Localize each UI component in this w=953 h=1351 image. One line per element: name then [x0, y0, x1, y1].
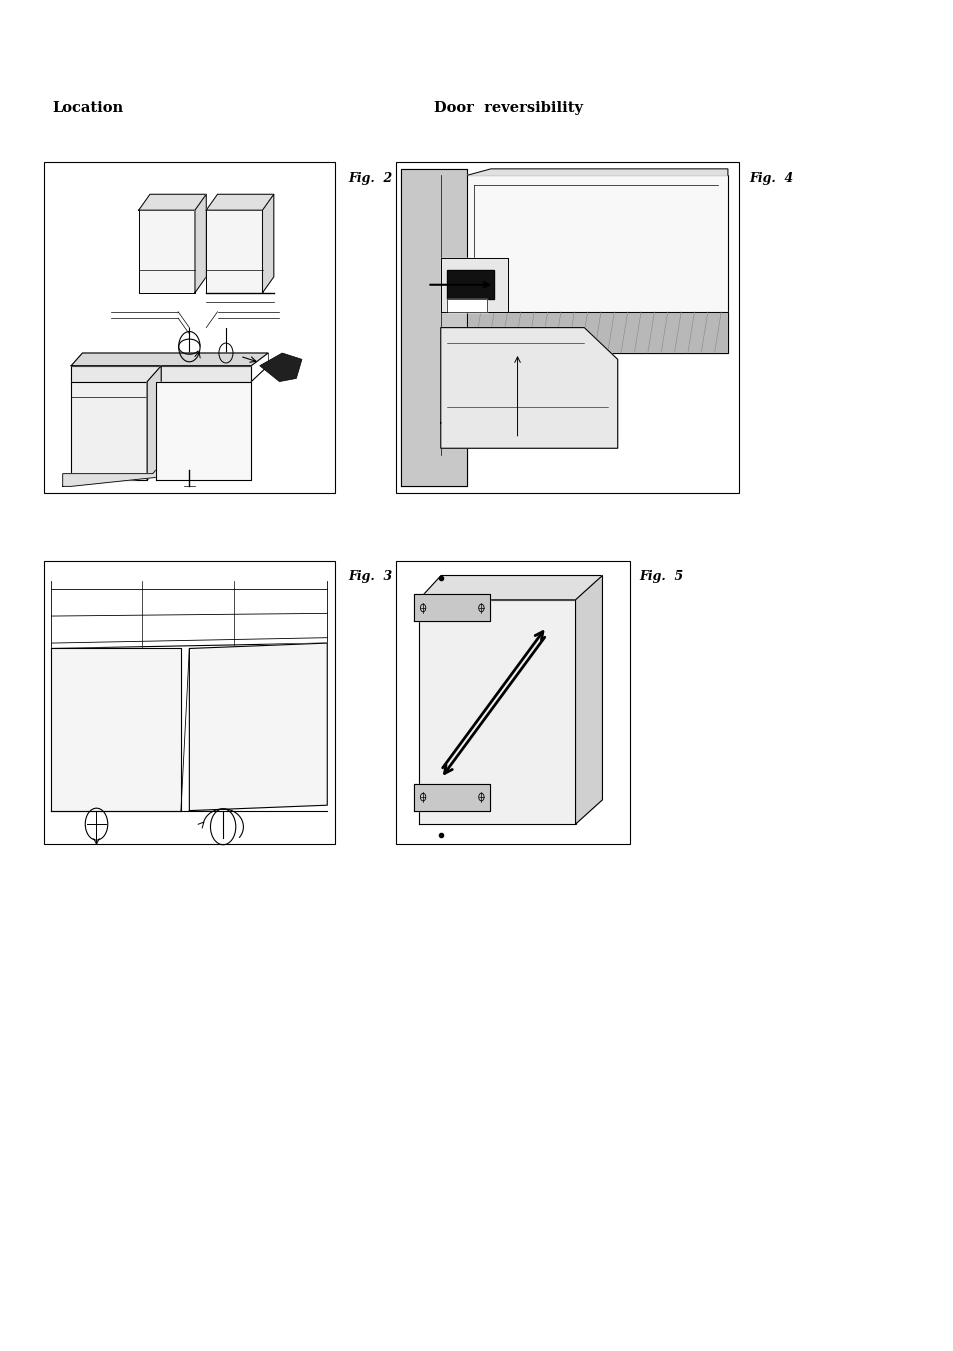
Polygon shape — [71, 366, 251, 381]
Text: Fig.  2: Fig. 2 — [348, 172, 392, 185]
Polygon shape — [71, 353, 268, 366]
Polygon shape — [447, 270, 494, 299]
Polygon shape — [155, 381, 251, 480]
Polygon shape — [414, 784, 490, 811]
Polygon shape — [575, 576, 602, 824]
Text: Fig.  5: Fig. 5 — [639, 570, 682, 584]
Polygon shape — [138, 195, 206, 211]
Bar — [395, 162, 739, 493]
Text: Door  reversibility: Door reversibility — [434, 101, 582, 115]
Text: Fig.  4: Fig. 4 — [748, 172, 792, 185]
Polygon shape — [206, 211, 262, 293]
Polygon shape — [189, 643, 327, 811]
Polygon shape — [418, 576, 602, 600]
Polygon shape — [440, 328, 618, 449]
Polygon shape — [147, 366, 161, 480]
Polygon shape — [467, 169, 727, 176]
Polygon shape — [418, 600, 575, 824]
Polygon shape — [440, 258, 507, 312]
Bar — [395, 561, 629, 844]
Polygon shape — [467, 176, 727, 353]
Polygon shape — [194, 195, 206, 293]
Polygon shape — [206, 195, 274, 211]
Polygon shape — [138, 211, 194, 293]
Polygon shape — [467, 312, 727, 353]
Polygon shape — [447, 299, 487, 312]
Polygon shape — [63, 465, 161, 486]
Bar — [44, 561, 335, 844]
Polygon shape — [414, 594, 490, 621]
Polygon shape — [259, 353, 301, 381]
Text: Fig.  3: Fig. 3 — [348, 570, 392, 584]
Polygon shape — [51, 648, 181, 811]
Polygon shape — [71, 381, 147, 480]
Bar — [44, 162, 335, 493]
Text: Location: Location — [52, 101, 124, 115]
Polygon shape — [262, 195, 274, 293]
Polygon shape — [400, 169, 467, 486]
